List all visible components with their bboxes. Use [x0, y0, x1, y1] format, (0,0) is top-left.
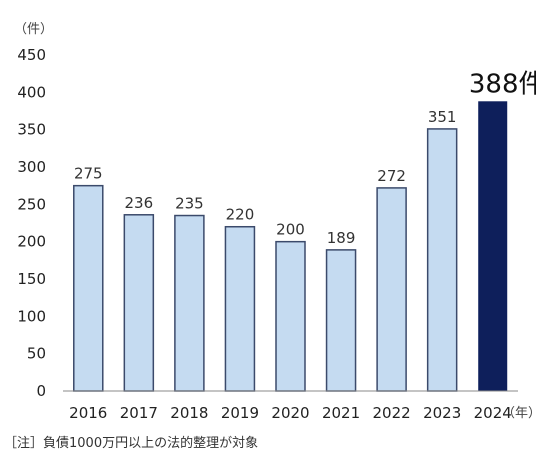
- y-tick-label: 0: [36, 382, 46, 400]
- data-label-2024: 388件: [469, 69, 536, 99]
- bar-chart: （件） 0 50 100 150 200 250 300 350 400 450 275 236 23…: [14, 22, 536, 422]
- x-tick-label: 2016: [69, 404, 107, 422]
- y-tick-label: 400: [17, 83, 46, 101]
- y-unit-label: （件）: [14, 22, 53, 37]
- bar-2022: [376, 187, 407, 392]
- data-label-2018: 235: [175, 195, 204, 213]
- bars: [73, 101, 508, 392]
- x-tick-label: 2024: [474, 404, 512, 422]
- data-label-2020: 200: [276, 221, 305, 239]
- bar-2024: [478, 101, 508, 391]
- y-axis-ticks: 0 50 100 150 200 250 300 350 400 450: [17, 46, 46, 400]
- bar-2020: [275, 240, 306, 392]
- y-tick-label: 50: [27, 345, 46, 363]
- y-tick-label: 450: [17, 46, 46, 64]
- data-label-2016: 275: [74, 165, 103, 183]
- x-tick-label: 2017: [120, 404, 158, 422]
- y-tick-label: 100: [17, 307, 46, 325]
- x-tick-label: 2018: [170, 404, 208, 422]
- bar-2023: [426, 128, 458, 392]
- x-tick-label: 2020: [271, 404, 309, 422]
- footnote: ［注］負債1000万円以上の法的整理が対象: [4, 436, 259, 451]
- bar-2016: [73, 184, 104, 392]
- x-tick-label: 2021: [322, 404, 360, 422]
- y-tick-label: 200: [17, 233, 46, 251]
- x-tick-label: 2023: [423, 404, 461, 422]
- data-label-2022: 272: [377, 167, 406, 185]
- bar-2017: [123, 214, 155, 392]
- y-tick-label: 150: [17, 270, 46, 288]
- x-axis-labels: 2016 2017 2018 2019 2020 2021 2022 2023 2024: [69, 404, 512, 422]
- y-tick-label: 250: [17, 195, 46, 213]
- bar-2019: [224, 225, 256, 392]
- data-label-2019: 220: [226, 206, 255, 224]
- data-label-2023: 351: [428, 108, 457, 126]
- x-unit-label: （年）: [502, 406, 536, 421]
- x-tick-label: 2022: [373, 404, 411, 422]
- y-tick-label: 300: [17, 158, 46, 176]
- data-label-2021: 189: [327, 229, 356, 247]
- y-tick-label: 350: [17, 121, 46, 139]
- x-tick-label: 2019: [221, 404, 259, 422]
- data-label-2017: 236: [125, 194, 154, 212]
- data-labels: 275 236 235 220 200 189 272 351 388件: [74, 69, 536, 247]
- bar-2021: [325, 249, 357, 392]
- bar-2018: [174, 214, 205, 392]
